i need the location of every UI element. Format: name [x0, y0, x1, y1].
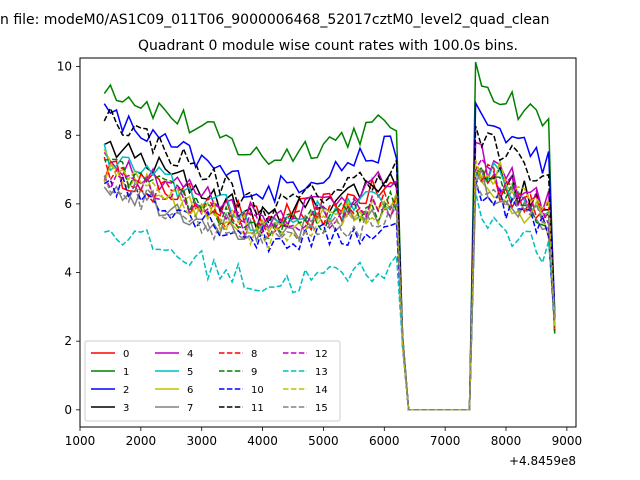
chart-title: Quadrant 0 module wise count rates with … [138, 38, 518, 54]
x-tick-label: 1000 [65, 434, 96, 448]
legend-label-2: 2 [123, 385, 129, 396]
legend-label-0: 0 [123, 349, 129, 360]
x-tick-label: 8000 [491, 434, 522, 448]
series-layer [103, 61, 556, 411]
x-offset-label: +4.8459e8 [509, 454, 576, 468]
legend-label-11: 11 [251, 403, 264, 414]
series-line-13 [104, 192, 556, 411]
y-tick-label: 2 [64, 334, 72, 348]
x-tick-label: 9000 [552, 434, 583, 448]
y-tick-label: 0 [64, 403, 72, 417]
legend-label-12: 12 [315, 349, 328, 360]
series-line-2 [103, 100, 556, 411]
legend-label-8: 8 [251, 349, 257, 360]
legend-label-7: 7 [187, 403, 193, 414]
y-axis: 0 2 4 6 8 10 [57, 60, 80, 417]
series-line-1 [103, 61, 556, 411]
x-tick-label: 4000 [247, 434, 278, 448]
x-tick-label: 7000 [430, 434, 461, 448]
x-axis: 1000 2000 3000 4000 5000 6000 7000 8000 9000 [65, 427, 582, 448]
series-line-11 [103, 106, 556, 411]
x-tick-label: 2000 [126, 434, 157, 448]
legend-label-5: 5 [187, 367, 193, 378]
series-line-4 [103, 141, 556, 411]
legend-label-14: 14 [315, 385, 328, 396]
legend-label-15: 15 [315, 403, 328, 414]
legend-label-6: 6 [187, 385, 193, 396]
y-tick-label: 4 [64, 266, 72, 280]
figure-suptitle: n file: modeM0/AS1C09_011T06_9000006468_… [0, 12, 549, 28]
x-tick-label: 6000 [369, 434, 400, 448]
series-line-14 [103, 148, 556, 411]
y-tick-label: 10 [57, 60, 72, 74]
legend-label-3: 3 [123, 403, 129, 414]
legend-label-10: 10 [251, 385, 264, 396]
legend-label-1: 1 [123, 367, 129, 378]
legend-box [84, 340, 341, 422]
series-line-12 [103, 157, 556, 411]
legend-label-13: 13 [315, 367, 328, 378]
series-line-10 [103, 172, 556, 411]
series-line-5 [103, 143, 556, 411]
legend-label-9: 9 [251, 367, 257, 378]
y-tick-label: 6 [64, 197, 72, 211]
legend-label-4: 4 [187, 349, 193, 360]
series-line-15 [103, 175, 556, 411]
y-tick-label: 8 [64, 128, 72, 142]
x-tick-label: 5000 [308, 434, 339, 448]
x-tick-label: 3000 [186, 434, 217, 448]
axes-frame [79, 57, 577, 428]
